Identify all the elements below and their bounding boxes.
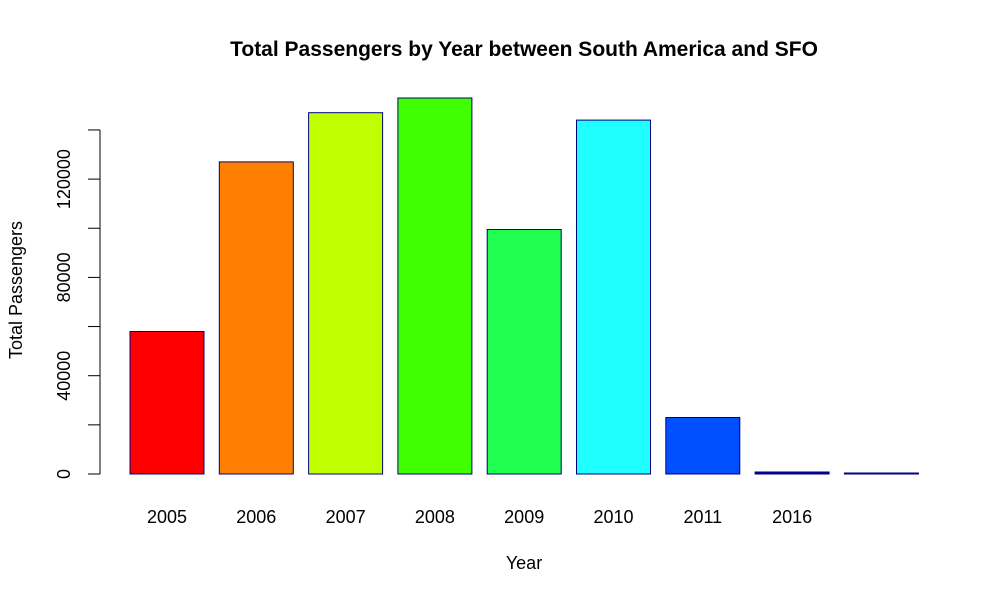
bar-2008 — [397, 97, 473, 475]
y-tick-label: 40000 — [54, 351, 74, 401]
x-tick-label: 2010 — [593, 507, 633, 527]
bar-2009 — [486, 229, 562, 475]
bar-2006 — [218, 161, 294, 475]
bar-2011 — [665, 417, 741, 475]
y-tick-label: 80000 — [54, 252, 74, 302]
x-axis-label: Year — [506, 553, 542, 573]
bar-2010 — [576, 119, 651, 475]
bars-group — [129, 97, 919, 475]
y-ticks: 0 40000 80000 120000 — [54, 129, 100, 479]
x-tick-label: 2011 — [683, 507, 722, 527]
y-tick-label: 0 — [54, 469, 74, 479]
bar-2007 — [308, 112, 384, 475]
y-axis-label: Total Passengers — [6, 221, 26, 359]
x-tick-label: 2006 — [236, 507, 276, 527]
x-tick-label: 2005 — [147, 507, 187, 527]
x-tick-labels: 2005 2006 2007 2008 2009 2010 2011 2016 — [147, 507, 812, 527]
x-tick-label: 2008 — [415, 507, 455, 527]
bar-2005 — [129, 331, 205, 475]
x-tick-label: 2016 — [772, 507, 812, 527]
bar-item-9 — [843, 472, 919, 475]
y-axis: 0 40000 80000 120000 — [54, 129, 101, 479]
x-tick-label: 2009 — [504, 507, 544, 527]
y-tick-label: 120000 — [54, 149, 74, 209]
bar-2016 — [754, 471, 830, 475]
x-tick-label: 2007 — [326, 507, 366, 527]
chart-title: Total Passengers by Year between South A… — [230, 38, 818, 61]
